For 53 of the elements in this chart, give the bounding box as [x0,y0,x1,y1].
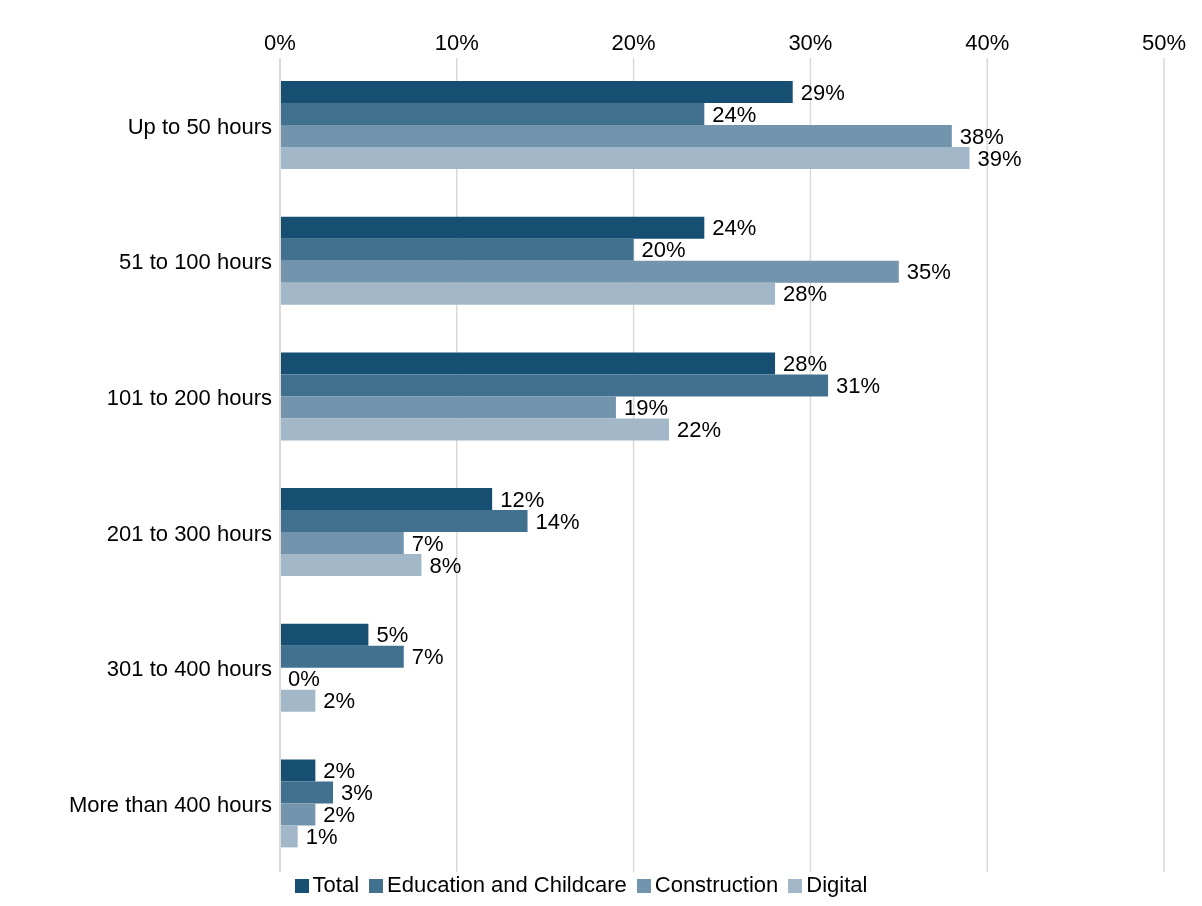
bar [280,803,316,826]
bar [280,759,316,782]
x-tick-label: 40% [965,30,1010,55]
data-label: 31% [836,372,881,398]
bar [280,532,404,555]
y-tick-label: 51 to 100 hours [119,249,272,275]
y-tick-label: More than 400 hours [68,791,272,817]
data-label: 0% [288,666,320,692]
bar [280,689,316,712]
data-label: 7% [411,644,444,670]
data-label: 24% [712,101,757,127]
x-tick-label: 0% [264,30,296,55]
bar [280,396,616,419]
legend-label: Total [312,872,360,897]
bar [280,488,493,511]
bar [280,418,669,441]
bar [280,81,793,104]
legend-label: Education and Childcare [387,872,627,897]
bar [280,216,705,239]
bar [280,645,404,668]
x-tick-label: 10% [434,30,479,55]
bar [280,125,952,148]
y-tick-label: Up to 50 hours [127,113,272,139]
bar [280,510,528,533]
bar [280,374,829,397]
bar [280,238,634,261]
y-tick-label: 201 to 300 hours [106,520,272,546]
data-label: 22% [676,416,722,442]
bar [280,282,776,305]
legend-label: Digital [806,872,868,897]
y-tick-label: 301 to 400 hours [106,656,272,682]
data-label: 28% [783,350,828,376]
bar [280,103,705,126]
data-label: 5% [376,622,409,648]
data-label: 28% [783,281,828,307]
bar [280,781,334,804]
data-label: 29% [800,79,845,105]
x-tick-label: 50% [1141,30,1187,55]
bar [280,147,970,170]
bar [280,554,422,577]
data-label: 2% [323,688,356,714]
data-label: 20% [641,237,686,263]
x-tick-label: 20% [611,30,656,55]
y-tick-label: 101 to 200 hours [106,384,272,410]
bar [280,260,899,283]
data-label: 35% [906,259,951,285]
bar [280,623,369,646]
bar [280,352,776,375]
bar [280,825,298,848]
x-tick-label: 30% [788,30,833,55]
legend-label: Construction [654,872,779,897]
data-label: 19% [623,394,668,420]
data-label: 24% [712,215,757,241]
